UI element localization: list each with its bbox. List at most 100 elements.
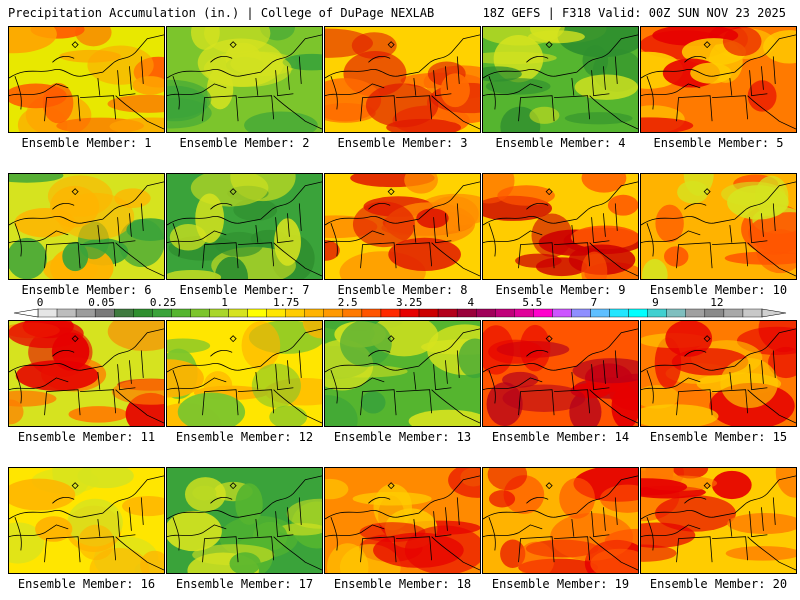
colorbar-min-arrow	[13, 308, 39, 318]
precip-contour-blob	[487, 468, 528, 491]
precip-contour-blob	[641, 544, 677, 562]
ensemble-map-panel	[640, 173, 797, 280]
station-marker-icon	[545, 188, 553, 196]
precip-contour-blob	[107, 94, 164, 113]
boundary-line	[747, 95, 796, 130]
boundary-line	[172, 222, 180, 257]
boundary-line	[368, 55, 391, 63]
boundary-line	[761, 56, 776, 90]
ensemble-member-label: Ensemble Member: 17	[175, 577, 314, 591]
precip-contour-blob	[252, 521, 288, 551]
precip-contour-blob	[664, 246, 689, 267]
precip-contour-blob	[365, 83, 439, 128]
run-valid-time: 18Z GEFS | F318 Valid: 00Z SUN NOV 23 20…	[482, 6, 786, 20]
boundary-line	[325, 377, 385, 391]
boundary-line	[396, 389, 433, 414]
boundary-line	[483, 34, 638, 79]
colorbar-max-arrow	[761, 308, 787, 318]
boundary-line	[712, 95, 749, 120]
colorbar-bin	[590, 308, 610, 318]
boundary-line	[287, 497, 302, 531]
boundary-line	[238, 536, 275, 561]
precip-contour-blob	[340, 321, 392, 367]
precip-contour-blob	[325, 239, 340, 261]
boundary-line	[445, 203, 460, 237]
boundary-line	[167, 230, 227, 244]
boundary-line	[9, 34, 164, 79]
precip-contour-blob	[9, 83, 67, 109]
colorbar-bin	[171, 308, 191, 318]
boundary-line	[413, 511, 452, 538]
precip-contour-blob	[655, 495, 736, 532]
precip-contour-blob	[529, 106, 560, 124]
colorbar-tick-label: 7	[591, 296, 598, 309]
colorbar-bin	[380, 308, 401, 318]
boundary-line	[646, 75, 654, 110]
boundary-line	[488, 222, 496, 257]
boundary-line	[518, 95, 555, 122]
colorbar-tick-label: 1	[221, 296, 228, 309]
ensemble-map-panel	[166, 320, 323, 427]
precip-contour-blob	[502, 371, 539, 388]
colorbar-bin	[437, 308, 458, 318]
boundary-line	[483, 230, 543, 244]
precip-contour-blob	[483, 51, 557, 65]
precip-contour-blob	[724, 251, 796, 265]
station-marker-icon	[387, 41, 395, 49]
boundary-line	[483, 524, 543, 538]
boundary-line	[9, 328, 164, 373]
precip-contour-blob	[448, 468, 480, 498]
boundary-line	[431, 95, 480, 130]
boundary-line	[396, 95, 433, 120]
ensemble-map-panel	[324, 467, 481, 574]
boundary-line	[518, 536, 555, 563]
precip-contour-blob	[75, 27, 112, 47]
boundary-line	[167, 475, 322, 520]
boundary-line	[115, 389, 164, 424]
precip-contour-blob	[282, 53, 322, 71]
boundary-line	[488, 516, 496, 551]
boundary-line	[14, 75, 22, 110]
boundary-line	[210, 349, 233, 357]
boundary-line	[52, 349, 75, 357]
boundary-line	[238, 389, 275, 414]
boundary-line	[729, 70, 768, 97]
colorbar-tick-label: 12	[710, 296, 723, 309]
precip-contour-blob	[655, 204, 684, 243]
ensemble-map-panel	[324, 26, 481, 133]
precip-contour-blob	[550, 513, 634, 561]
station-marker-icon	[387, 188, 395, 196]
precip-contour-blob	[711, 470, 752, 500]
ensemble-member-label: Ensemble Member: 19	[491, 577, 630, 591]
boundary-line	[273, 95, 322, 130]
precip-contour-blob	[9, 478, 76, 511]
boundary-line	[518, 389, 555, 416]
colorbar-bin	[285, 308, 305, 318]
colorbar-bin	[666, 308, 686, 318]
boundary-line	[273, 536, 322, 571]
station-marker-icon	[703, 482, 711, 490]
colorbar-bin	[114, 308, 134, 318]
precip-contour-blob	[416, 208, 449, 229]
precip-contour-blob	[126, 218, 164, 242]
boundary-line	[238, 242, 275, 267]
boundary-line	[431, 389, 480, 424]
boundary-line	[729, 511, 768, 538]
boundary-line	[255, 511, 294, 538]
boundary-line	[325, 83, 385, 97]
boundary-line	[167, 34, 322, 79]
precip-contour-blob	[177, 392, 246, 426]
boundary-line	[360, 95, 397, 122]
precip-contour-blob	[9, 321, 84, 349]
precip-colorbar: 0 0.05 0.25 1 1.75 2.5 3.25 4 5.5 7 9 12	[13, 296, 787, 318]
boundary-line	[287, 203, 302, 237]
precip-contour-blob	[132, 76, 164, 95]
boundary-line	[330, 75, 338, 110]
boundary-line	[9, 524, 69, 538]
boundary-line	[747, 242, 796, 277]
boundary-line	[483, 181, 638, 226]
boundary-line	[330, 369, 338, 404]
precip-contour-blob	[720, 357, 778, 409]
boundary-line	[129, 203, 144, 237]
boundary-line	[571, 70, 610, 97]
